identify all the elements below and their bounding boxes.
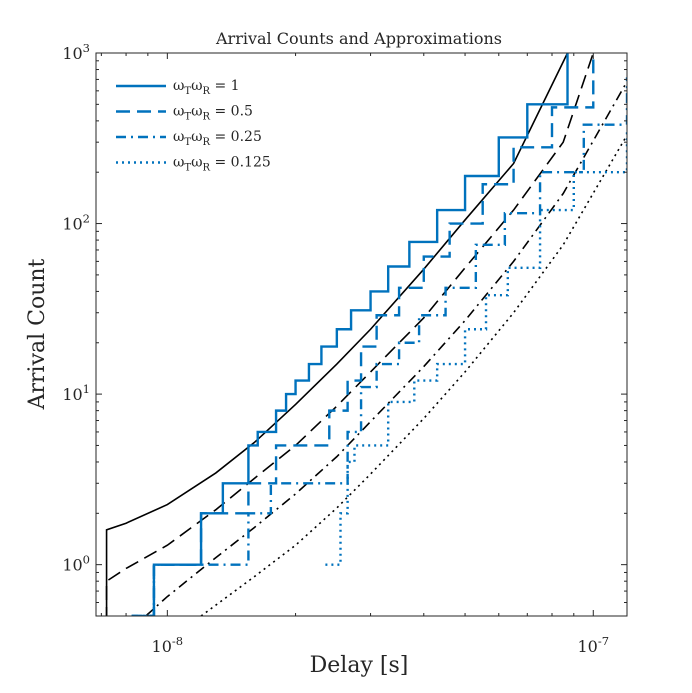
y-tick-label: 103 [62, 41, 90, 63]
series-dashed-line [131, 53, 595, 616]
approximation-solid-line [105, 53, 569, 616]
series-layer [105, 53, 627, 616]
approximation-dashed-line [105, 53, 595, 616]
approximation-dashdot-line [145, 81, 627, 616]
chart-title: Arrival Counts and Approximations [215, 29, 502, 48]
x-tick-label: 10-8 [152, 634, 184, 656]
series-dashdot-line [131, 77, 627, 616]
y-tick-label: 100 [62, 553, 90, 575]
y-axis-label: Arrival Count [25, 258, 50, 410]
legend-label: ωTωR = 0.5 [173, 104, 253, 123]
x-tick-label: 10-7 [577, 634, 609, 656]
legend-label: ωTωR = 0.25 [173, 129, 262, 148]
legend: ωTωR = 1 ωTωR = 0.5 ωTωR = 0.25 ωTωR = 0.12… [116, 78, 271, 174]
legend-label: ωTωR = 0.125 [173, 155, 271, 174]
tick-layer: 10-8 10-7 100 101 102 103 [62, 41, 627, 656]
x-axis-label: Delay [s] [310, 653, 409, 678]
plot-frame [95, 52, 628, 617]
series-solid-line [131, 53, 569, 616]
y-tick-label: 102 [62, 212, 90, 234]
series-dotted-line [325, 128, 627, 566]
y-tick-label: 101 [62, 382, 90, 404]
approximation-dotted-line [200, 134, 627, 616]
plot-area: 10-8 10-7 100 101 102 103 [62, 41, 628, 656]
legend-label: ωTωR = 1 [173, 78, 240, 97]
